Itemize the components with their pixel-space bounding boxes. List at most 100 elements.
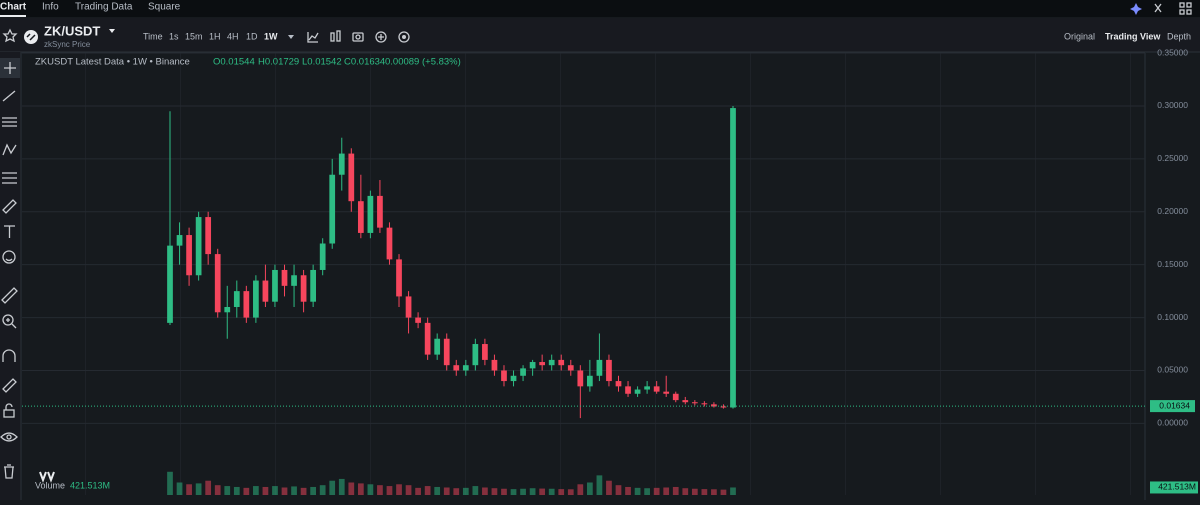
tf-dropdown[interactable] <box>288 35 294 39</box>
candle-body[interactable] <box>596 359 603 376</box>
star-icon[interactable] <box>2 28 18 43</box>
pair[interactable]: ZK/USDT <box>44 23 100 38</box>
candle-body[interactable] <box>233 291 240 307</box>
logo <box>24 30 38 44</box>
candle-body[interactable] <box>205 217 212 255</box>
y-tick-label: 0.30000 <box>1157 100 1188 110</box>
candle-body[interactable] <box>625 386 631 394</box>
candle-body[interactable] <box>558 359 565 366</box>
timeframe[interactable]: 15m <box>185 31 203 41</box>
candle-body[interactable] <box>377 195 383 228</box>
candle-body[interactable] <box>539 362 546 366</box>
candle-body[interactable] <box>214 254 221 313</box>
volume-bar <box>357 483 364 495</box>
candle-body[interactable] <box>548 359 555 366</box>
candle-body[interactable] <box>405 296 412 318</box>
ohlc-value: O0.01544 <box>213 57 255 68</box>
candle-body[interactable] <box>720 406 727 408</box>
volume-bar <box>348 482 355 495</box>
y-tick-label: 0.10000 <box>1157 312 1188 322</box>
volume-bar <box>415 487 421 495</box>
candle-body[interactable] <box>281 269 288 286</box>
timeframe[interactable]: 1H <box>209 31 221 41</box>
volume-bar <box>367 484 374 495</box>
candle-body[interactable] <box>510 375 517 382</box>
timeframe[interactable]: 1s <box>169 31 179 41</box>
candle-body[interactable] <box>672 393 679 401</box>
view-option[interactable]: Depth <box>1167 31 1191 41</box>
volume-bar <box>577 484 584 495</box>
candle-body[interactable] <box>396 259 402 297</box>
candle-body[interactable] <box>644 386 650 390</box>
y-tick-label: 0.00000 <box>1157 418 1188 428</box>
candle-body[interactable] <box>291 275 297 286</box>
nav-tab[interactable]: Info <box>42 2 59 13</box>
candle-body[interactable] <box>653 386 660 392</box>
volume-bar <box>329 480 336 495</box>
candle-body[interactable] <box>367 195 374 233</box>
candle-body[interactable] <box>615 381 622 387</box>
candle-body[interactable] <box>567 365 574 371</box>
candle-body[interactable] <box>357 201 364 233</box>
candle-body[interactable] <box>243 291 250 318</box>
chart-tools[interactable] <box>307 30 410 43</box>
candle-body[interactable] <box>606 359 612 382</box>
nav-tab[interactable]: Square <box>148 2 181 13</box>
candle-body[interactable] <box>348 153 355 202</box>
candle-body[interactable] <box>711 404 717 407</box>
candle-body[interactable] <box>329 174 336 244</box>
candle-body[interactable] <box>529 362 536 369</box>
candle-body[interactable] <box>310 269 316 302</box>
view-option[interactable]: Original <box>1064 31 1095 41</box>
candle-body[interactable] <box>501 370 507 382</box>
candle-body[interactable] <box>691 402 698 404</box>
volume-bar <box>472 486 479 495</box>
candle-body[interactable] <box>167 245 173 323</box>
candle-body[interactable] <box>730 108 736 408</box>
nav-tab[interactable]: Chart <box>0 2 27 13</box>
left-toolbar <box>0 52 21 500</box>
candle-body[interactable] <box>453 365 460 371</box>
nav-tab[interactable]: Trading Data <box>75 2 133 13</box>
view-option[interactable]: Trading View <box>1105 31 1161 41</box>
candle-body[interactable] <box>319 243 326 270</box>
dropdown[interactable] <box>109 29 115 33</box>
timeframe[interactable]: 4H <box>227 31 239 41</box>
candle-body[interactable] <box>186 235 192 276</box>
volume-bar <box>319 485 326 495</box>
candle-body[interactable] <box>224 306 231 313</box>
candle-body[interactable] <box>434 338 441 355</box>
candle-body[interactable] <box>386 227 393 260</box>
candle-body[interactable] <box>462 365 469 371</box>
candle-body[interactable] <box>663 391 670 394</box>
candle-body[interactable] <box>520 368 526 376</box>
timeframe: Time <box>143 31 163 41</box>
candle-body[interactable] <box>195 217 202 276</box>
candle-body[interactable] <box>253 280 259 318</box>
candle-body[interactable] <box>300 275 307 302</box>
candle-body[interactable] <box>472 344 479 366</box>
timeframe[interactable]: 1D <box>246 31 258 41</box>
candle-body[interactable] <box>701 403 708 405</box>
top-icons[interactable] <box>1130 2 1192 15</box>
candle-body[interactable] <box>424 322 431 355</box>
price-chart: 0.00000 0.05000 0.10000 0.15000 0.20000 0.250… <box>22 47 1198 495</box>
candle-body[interactable] <box>338 153 345 175</box>
timeframe[interactable]: 1W <box>264 31 278 41</box>
candle-body[interactable] <box>482 344 488 360</box>
candle-body[interactable] <box>443 338 450 366</box>
candle-body[interactable] <box>682 400 689 403</box>
candle-body[interactable] <box>634 389 641 394</box>
candle-body[interactable] <box>491 359 498 371</box>
volume-bar <box>644 488 650 495</box>
candle-body[interactable] <box>587 375 593 387</box>
plot-area[interactable] <box>22 53 1145 495</box>
drawing-tools[interactable] <box>0 58 20 479</box>
candle-body[interactable] <box>415 317 421 323</box>
candle-body[interactable] <box>272 269 278 302</box>
candle-body[interactable] <box>577 370 584 387</box>
candle-body[interactable] <box>176 235 183 246</box>
legend-ohlc: O0.01544 H0.01729 L0.01542 C0.01634 0.00089 … <box>213 57 461 68</box>
ohlc-value: L0.01542 <box>302 57 342 68</box>
candle-body[interactable] <box>262 280 269 302</box>
